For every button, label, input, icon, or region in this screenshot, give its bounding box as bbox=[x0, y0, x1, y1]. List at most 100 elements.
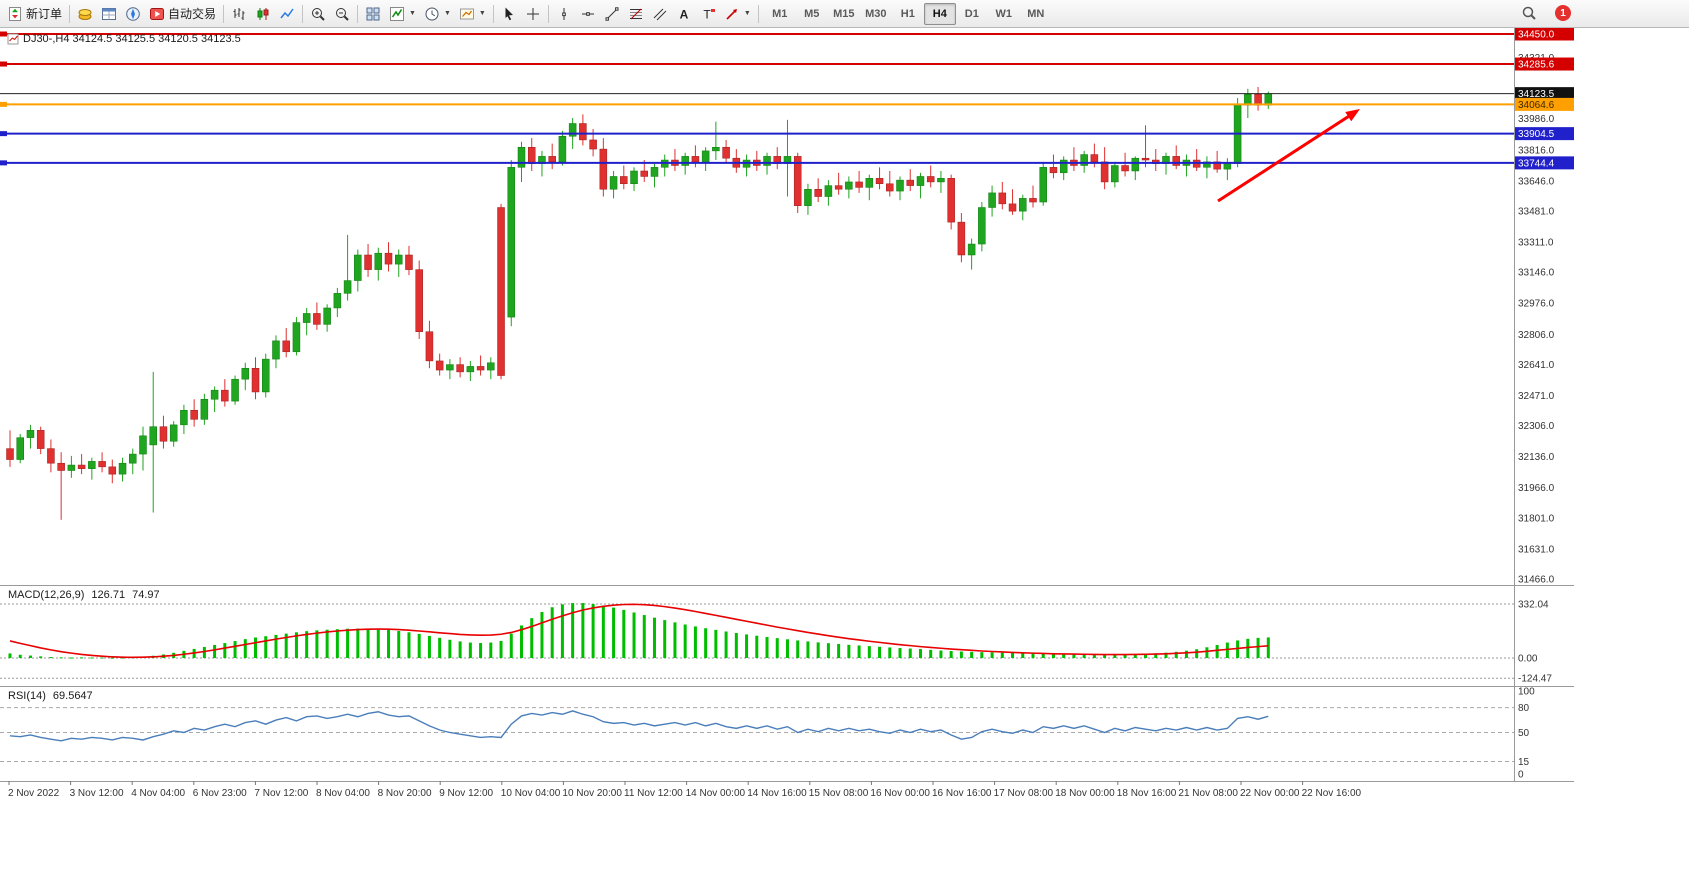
search-icon bbox=[1522, 6, 1536, 20]
tile-windows-icon bbox=[366, 7, 380, 20]
chart-area: 34321.033986.033816.033646.033481.033311… bbox=[0, 27, 1689, 864]
trendline-button[interactable] bbox=[600, 2, 624, 26]
autotrading-icon bbox=[150, 7, 165, 20]
bar-chart-button[interactable] bbox=[227, 2, 251, 26]
timeframe-m1-button[interactable]: M1 bbox=[772, 7, 788, 20]
clock-icon bbox=[425, 7, 439, 20]
svg-text:16 Nov 00:00: 16 Nov 00:00 bbox=[870, 788, 930, 799]
line-chart-button[interactable] bbox=[275, 2, 299, 26]
cursor-button[interactable] bbox=[497, 2, 521, 26]
timeframe-w1-button[interactable]: W1 bbox=[995, 7, 1013, 20]
svg-text:31966.0: 31966.0 bbox=[1518, 483, 1555, 494]
vertical-line-icon bbox=[562, 7, 566, 20]
svg-text:22 Nov 00:00: 22 Nov 00:00 bbox=[1240, 788, 1300, 799]
timeframe-mn-button[interactable]: MN bbox=[1027, 7, 1045, 20]
separator bbox=[302, 4, 304, 23]
svg-text:-124.47: -124.47 bbox=[1518, 674, 1552, 685]
chart-canvas[interactable]: 34321.033986.033816.033646.033481.033311… bbox=[0, 27, 1689, 864]
svg-text:8 Nov 20:00: 8 Nov 20:00 bbox=[378, 788, 432, 799]
svg-text:34064.6: 34064.6 bbox=[1518, 100, 1555, 111]
timeframe-m15-button[interactable]: M15 bbox=[833, 7, 855, 20]
svg-text:17 Nov 08:00: 17 Nov 08:00 bbox=[994, 788, 1054, 799]
data-window-button[interactable] bbox=[97, 2, 121, 26]
svg-text:34285.6: 34285.6 bbox=[1518, 60, 1555, 71]
svg-text:10 Nov 04:00: 10 Nov 04:00 bbox=[501, 788, 561, 799]
svg-text:31466.0: 31466.0 bbox=[1518, 575, 1555, 586]
svg-text:18 Nov 16:00: 18 Nov 16:00 bbox=[1117, 788, 1177, 799]
timeframe-m30-button[interactable]: M30 bbox=[865, 7, 887, 20]
timeframe-h4-button[interactable]: H4 bbox=[923, 2, 956, 25]
zoom-in-icon bbox=[312, 7, 325, 21]
toolbar-right: 1 bbox=[1517, 2, 1571, 24]
svg-text:34123.5: 34123.5 bbox=[1518, 89, 1555, 100]
text-label-button[interactable]: T bbox=[696, 2, 720, 26]
svg-text:33904.5: 33904.5 bbox=[1518, 129, 1555, 140]
new-order-button[interactable]: 新订单 bbox=[3, 2, 66, 26]
compass-icon bbox=[126, 6, 140, 21]
indicators-button[interactable]: ▼ bbox=[385, 2, 420, 26]
svg-text:80: 80 bbox=[1518, 703, 1530, 714]
market-watch-button[interactable] bbox=[73, 2, 97, 26]
svg-text:15: 15 bbox=[1518, 757, 1530, 768]
separator bbox=[757, 4, 759, 23]
crosshair-button[interactable] bbox=[521, 2, 545, 26]
fibonacci-icon bbox=[629, 8, 642, 19]
indicators-icon bbox=[390, 6, 405, 21]
svg-text:8 Nov 04:00: 8 Nov 04:00 bbox=[316, 788, 370, 799]
svg-text:33311.0: 33311.0 bbox=[1518, 238, 1554, 249]
zoom-in-button[interactable] bbox=[306, 2, 330, 26]
notification-badge[interactable]: 1 bbox=[1555, 5, 1571, 21]
svg-text:T: T bbox=[703, 7, 711, 21]
channel-button[interactable] bbox=[648, 2, 672, 26]
svg-text:33816.0: 33816.0 bbox=[1518, 145, 1555, 156]
text-button[interactable]: A bbox=[672, 2, 696, 26]
timeframe-h1-button[interactable]: H1 bbox=[900, 7, 915, 20]
svg-text:31801.0: 31801.0 bbox=[1518, 513, 1555, 524]
svg-text:33986.0: 33986.0 bbox=[1518, 114, 1555, 125]
templates-button[interactable]: ▼ bbox=[455, 2, 490, 26]
vertical-line-button[interactable] bbox=[552, 2, 576, 26]
svg-text:32976.0: 32976.0 bbox=[1518, 299, 1555, 310]
svg-text:32471.0: 32471.0 bbox=[1518, 391, 1555, 402]
navigator-button[interactable] bbox=[121, 2, 145, 26]
svg-text:3 Nov 12:00: 3 Nov 12:00 bbox=[70, 788, 124, 799]
autotrading-button[interactable]: 自动交易 bbox=[145, 2, 220, 26]
svg-text:33481.0: 33481.0 bbox=[1518, 206, 1555, 217]
svg-text:0.00: 0.00 bbox=[1518, 654, 1538, 665]
svg-text:16 Nov 16:00: 16 Nov 16:00 bbox=[932, 788, 992, 799]
candlestick-chart-button[interactable] bbox=[251, 2, 275, 26]
tile-windows-button[interactable] bbox=[361, 2, 385, 26]
svg-text:A: A bbox=[680, 7, 689, 21]
search-button[interactable] bbox=[1517, 1, 1541, 25]
zoom-out-icon bbox=[336, 7, 349, 21]
svg-text:33646.0: 33646.0 bbox=[1518, 176, 1555, 187]
chevron-down-icon: ▼ bbox=[443, 10, 451, 17]
svg-text:2 Nov 2022: 2 Nov 2022 bbox=[8, 788, 60, 799]
fibonacci-button[interactable] bbox=[624, 2, 648, 26]
chevron-down-icon: ▼ bbox=[478, 10, 486, 17]
horizontal-line-icon bbox=[581, 11, 594, 16]
text-icon: A bbox=[680, 7, 689, 21]
chevron-down-icon: ▼ bbox=[409, 10, 416, 17]
arrow-object-icon bbox=[726, 8, 737, 20]
svg-text:32641.0: 32641.0 bbox=[1518, 360, 1555, 371]
gold-coins-icon bbox=[78, 8, 92, 20]
svg-text:32136.0: 32136.0 bbox=[1518, 452, 1555, 463]
svg-text:9 Nov 12:00: 9 Nov 12:00 bbox=[439, 788, 493, 799]
svg-text:21 Nov 08:00: 21 Nov 08:00 bbox=[1178, 788, 1238, 799]
zoom-out-button[interactable] bbox=[330, 2, 354, 26]
separator bbox=[69, 4, 71, 23]
timeframe-d1-button[interactable]: D1 bbox=[964, 7, 979, 20]
svg-text:32306.0: 32306.0 bbox=[1518, 421, 1555, 432]
new-order-icon bbox=[9, 6, 21, 21]
timeframe-m5-button[interactable]: M5 bbox=[804, 7, 820, 20]
svg-text:22 Nov 16:00: 22 Nov 16:00 bbox=[1302, 788, 1362, 799]
svg-text:100: 100 bbox=[1518, 687, 1535, 698]
svg-text:33146.0: 33146.0 bbox=[1518, 268, 1555, 279]
periods-button[interactable]: ▼ bbox=[420, 2, 455, 26]
svg-text:7 Nov 12:00: 7 Nov 12:00 bbox=[254, 788, 308, 799]
svg-text:10 Nov 20:00: 10 Nov 20:00 bbox=[562, 788, 622, 799]
horizontal-line-button[interactable] bbox=[576, 2, 600, 26]
arrows-button[interactable]: ▼ bbox=[720, 2, 755, 26]
